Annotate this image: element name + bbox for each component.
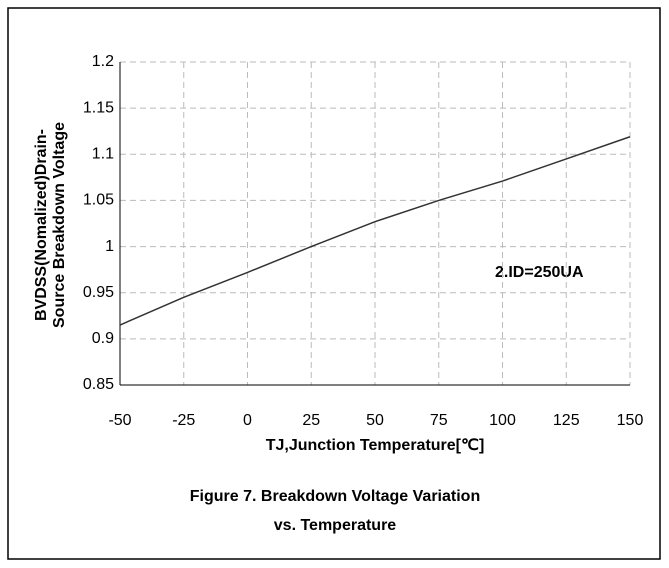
y-tick-label: 1.05 bbox=[83, 192, 114, 209]
chart-title: vs. Temperature bbox=[274, 517, 397, 534]
y-tick-label: 0.95 bbox=[83, 284, 114, 301]
x-tick-label: 75 bbox=[430, 412, 448, 429]
y-tick-label: 0.9 bbox=[92, 330, 114, 347]
y-tick-label: 1 bbox=[105, 238, 114, 255]
y-tick-label: 0.85 bbox=[83, 376, 114, 393]
x-tick-label: 100 bbox=[489, 412, 516, 429]
chart-title: Figure 7. Breakdown Voltage Variation bbox=[190, 488, 480, 505]
y-tick-label: 1.15 bbox=[83, 99, 114, 116]
x-tick-label: 25 bbox=[302, 412, 320, 429]
data-line bbox=[119, 136, 631, 326]
x-tick-label: 0 bbox=[243, 412, 252, 429]
x-tick-label: -50 bbox=[108, 412, 131, 429]
annotation: 2.ID=250UA bbox=[495, 264, 584, 281]
x-tick-label: 125 bbox=[553, 412, 580, 429]
frame bbox=[7, 7, 661, 560]
x-tick-label: 150 bbox=[617, 412, 644, 429]
y-axis-label: BVDSS(Nomalized)Drain- bbox=[33, 129, 50, 321]
x-axis-label: TJ,Junction Temperature[℃] bbox=[266, 437, 485, 454]
y-axis-label: Source Breakdown Voltage bbox=[51, 122, 68, 328]
y-tick-label: 1.1 bbox=[92, 146, 114, 163]
x-tick-label: -25 bbox=[172, 412, 195, 429]
x-tick-label: 50 bbox=[366, 412, 384, 429]
y-tick-label: 1.2 bbox=[92, 53, 114, 70]
